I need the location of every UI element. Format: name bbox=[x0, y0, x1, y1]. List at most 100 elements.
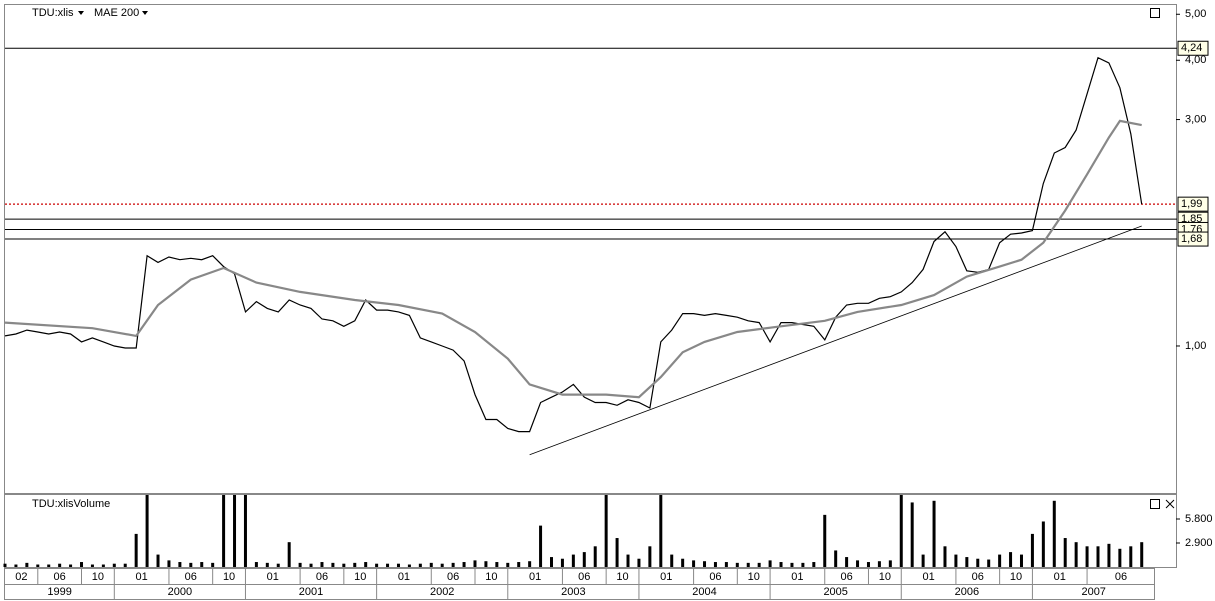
price-pane bbox=[4, 4, 1177, 494]
y-tick-label: 5.800 bbox=[1185, 513, 1213, 525]
volume-bar bbox=[1041, 521, 1045, 567]
volume-bar bbox=[987, 559, 991, 567]
volume-bar bbox=[834, 550, 838, 567]
volume-title: TDU:xlisVolume bbox=[32, 498, 110, 510]
volume-bar bbox=[550, 557, 553, 567]
x-tick-label: 06 bbox=[54, 571, 66, 583]
volume-bar bbox=[112, 563, 116, 567]
indicator-legend[interactable]: MAE 200 bbox=[94, 7, 139, 19]
volume-bar bbox=[386, 563, 390, 567]
volume-bar bbox=[954, 554, 958, 567]
volume-bar bbox=[626, 554, 630, 567]
volume-bar bbox=[692, 560, 696, 567]
level-label: 1,68 bbox=[1181, 233, 1202, 245]
volume-bar bbox=[790, 562, 794, 567]
volume-bar bbox=[856, 560, 860, 567]
volume-bar bbox=[932, 500, 936, 567]
x-tick-label: 01 bbox=[529, 571, 541, 583]
x-tick-label: 01 bbox=[136, 571, 148, 583]
volume-bar bbox=[1085, 546, 1089, 567]
y-tick-label: 4,00 bbox=[1185, 54, 1206, 66]
volume-bar bbox=[134, 533, 138, 567]
volume-bar bbox=[670, 554, 674, 567]
dropdown-arrow[interactable] bbox=[78, 11, 84, 15]
x-tick-label: 10 bbox=[879, 571, 891, 583]
volume-bar bbox=[823, 514, 827, 567]
x-tick-label: 01 bbox=[267, 571, 279, 583]
volume-bar bbox=[812, 562, 816, 567]
volume-bar bbox=[506, 562, 510, 567]
volume-bar bbox=[659, 495, 663, 567]
volume-bar bbox=[331, 562, 335, 567]
volume-bar bbox=[418, 563, 422, 567]
volume-bar bbox=[593, 546, 597, 567]
volume-bar bbox=[888, 560, 892, 567]
year-label: 2006 bbox=[955, 586, 979, 598]
volume-bar bbox=[866, 562, 870, 567]
x-tick-label: 01 bbox=[922, 571, 934, 583]
volume-bar bbox=[462, 562, 466, 567]
volume-bar bbox=[375, 563, 379, 567]
x-tick-label: 10 bbox=[1010, 571, 1022, 583]
volume-bar bbox=[604, 495, 608, 567]
volume-bar bbox=[746, 562, 750, 567]
x-tick-label: 10 bbox=[748, 571, 760, 583]
volume-bar bbox=[517, 562, 521, 567]
volume-bar bbox=[768, 560, 772, 567]
volume-bar bbox=[1129, 546, 1133, 567]
volume-bar bbox=[965, 557, 969, 567]
x-tick-label: 06 bbox=[840, 571, 852, 583]
x-tick-label: 06 bbox=[1115, 571, 1127, 583]
volume-bar bbox=[243, 495, 247, 567]
maximize-button[interactable] bbox=[1150, 8, 1160, 18]
volume-bar bbox=[921, 554, 925, 567]
volume-bar bbox=[47, 564, 51, 567]
volume-bar bbox=[156, 554, 160, 567]
level-box bbox=[1177, 40, 1209, 56]
volume-bar bbox=[1019, 554, 1023, 567]
volume-bar bbox=[3, 563, 7, 567]
volume-bar bbox=[724, 562, 728, 567]
x-tick-label: 02 bbox=[15, 571, 27, 583]
volume-bar bbox=[473, 560, 477, 567]
volume-bar bbox=[845, 557, 849, 567]
volume-bar bbox=[451, 562, 455, 567]
close-button[interactable] bbox=[1165, 499, 1175, 509]
volume-bar bbox=[539, 525, 543, 567]
year-label: 2000 bbox=[168, 586, 192, 598]
volume-bar bbox=[69, 564, 73, 567]
volume-bar bbox=[1030, 533, 1034, 567]
dropdown-arrow[interactable] bbox=[142, 11, 148, 15]
x-tick-label: 01 bbox=[398, 571, 410, 583]
x-tick-label: 01 bbox=[660, 571, 672, 583]
year-label: 2004 bbox=[692, 586, 716, 598]
volume-bar bbox=[495, 562, 499, 567]
series-legend[interactable]: TDU:xlis bbox=[32, 7, 74, 19]
volume-bar bbox=[681, 558, 685, 567]
volume-bar bbox=[353, 562, 357, 567]
volume-bar bbox=[637, 558, 641, 567]
volume-bar bbox=[1107, 543, 1111, 567]
volume-bar bbox=[178, 562, 182, 567]
maximize-button[interactable] bbox=[1150, 499, 1160, 509]
x-tick-label: 10 bbox=[354, 571, 366, 583]
y-tick-label: 1,00 bbox=[1185, 340, 1206, 352]
volume-bar bbox=[287, 542, 291, 567]
volume-bar bbox=[396, 563, 400, 567]
volume-bar bbox=[298, 562, 302, 567]
volume-bar bbox=[36, 564, 40, 567]
volume-bar bbox=[1074, 542, 1078, 567]
volume-bar bbox=[407, 564, 411, 567]
volume-bar bbox=[123, 563, 127, 567]
x-tick-label: 06 bbox=[447, 571, 459, 583]
volume-bar bbox=[1009, 552, 1013, 567]
year-label: 2005 bbox=[823, 586, 847, 598]
year-label: 1999 bbox=[47, 586, 71, 598]
price-line bbox=[4, 56, 1143, 433]
level-box bbox=[1177, 231, 1209, 247]
x-tick-label: 01 bbox=[1054, 571, 1066, 583]
volume-bar bbox=[1096, 546, 1100, 567]
x-tick-label: 10 bbox=[485, 571, 497, 583]
volume-bar bbox=[998, 554, 1002, 567]
